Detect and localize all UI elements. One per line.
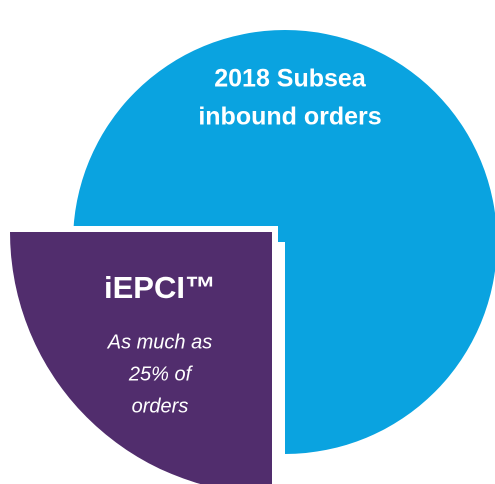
slice-label: 2018 Subsea xyxy=(214,65,367,93)
slice-label: inbound orders xyxy=(198,103,381,131)
annotation: orders xyxy=(132,395,189,417)
slice-label: iEPCI™ xyxy=(104,270,216,305)
pie-slice xyxy=(3,226,278,484)
annotation: As much as xyxy=(107,331,212,353)
annotation: 25% of xyxy=(128,363,194,385)
pie-slice xyxy=(66,24,495,461)
